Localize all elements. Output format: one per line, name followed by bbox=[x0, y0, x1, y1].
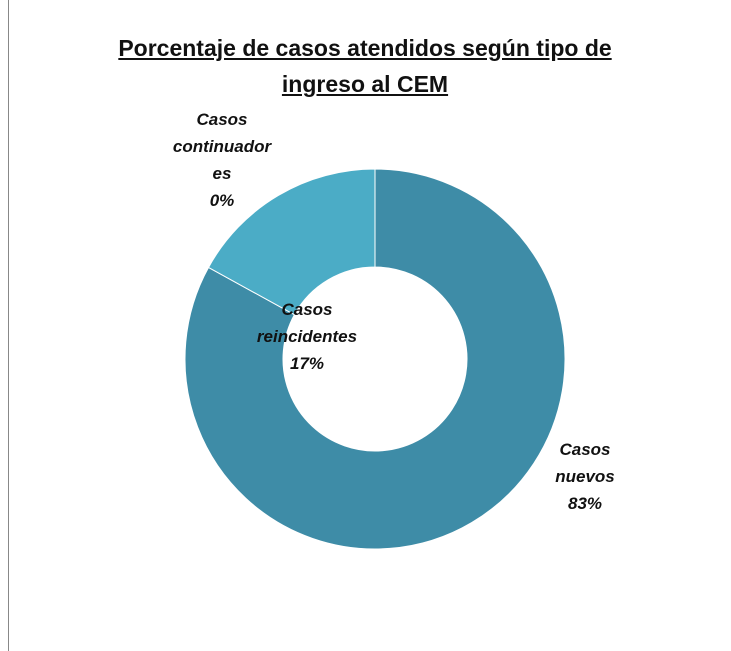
data-label: Casos nuevos 83% bbox=[535, 436, 635, 517]
category-name: Casos nuevos bbox=[555, 440, 615, 486]
category-name: Casos continuadores bbox=[172, 110, 272, 183]
donut-slice bbox=[207, 168, 376, 316]
value-label: 83% bbox=[567, 494, 603, 513]
chart-frame bbox=[8, 0, 731, 651]
category-name: Casos reincidentes bbox=[256, 300, 358, 346]
data-label: Casos continuadores 0% bbox=[172, 106, 272, 214]
data-label: Casos reincidentes 17% bbox=[232, 296, 382, 377]
donut-slice bbox=[184, 168, 566, 550]
value-label: 0% bbox=[209, 191, 235, 210]
value-label: 17% bbox=[289, 354, 325, 373]
chart-title: Porcentaje de casos atendidos según tipo… bbox=[118, 35, 612, 97]
